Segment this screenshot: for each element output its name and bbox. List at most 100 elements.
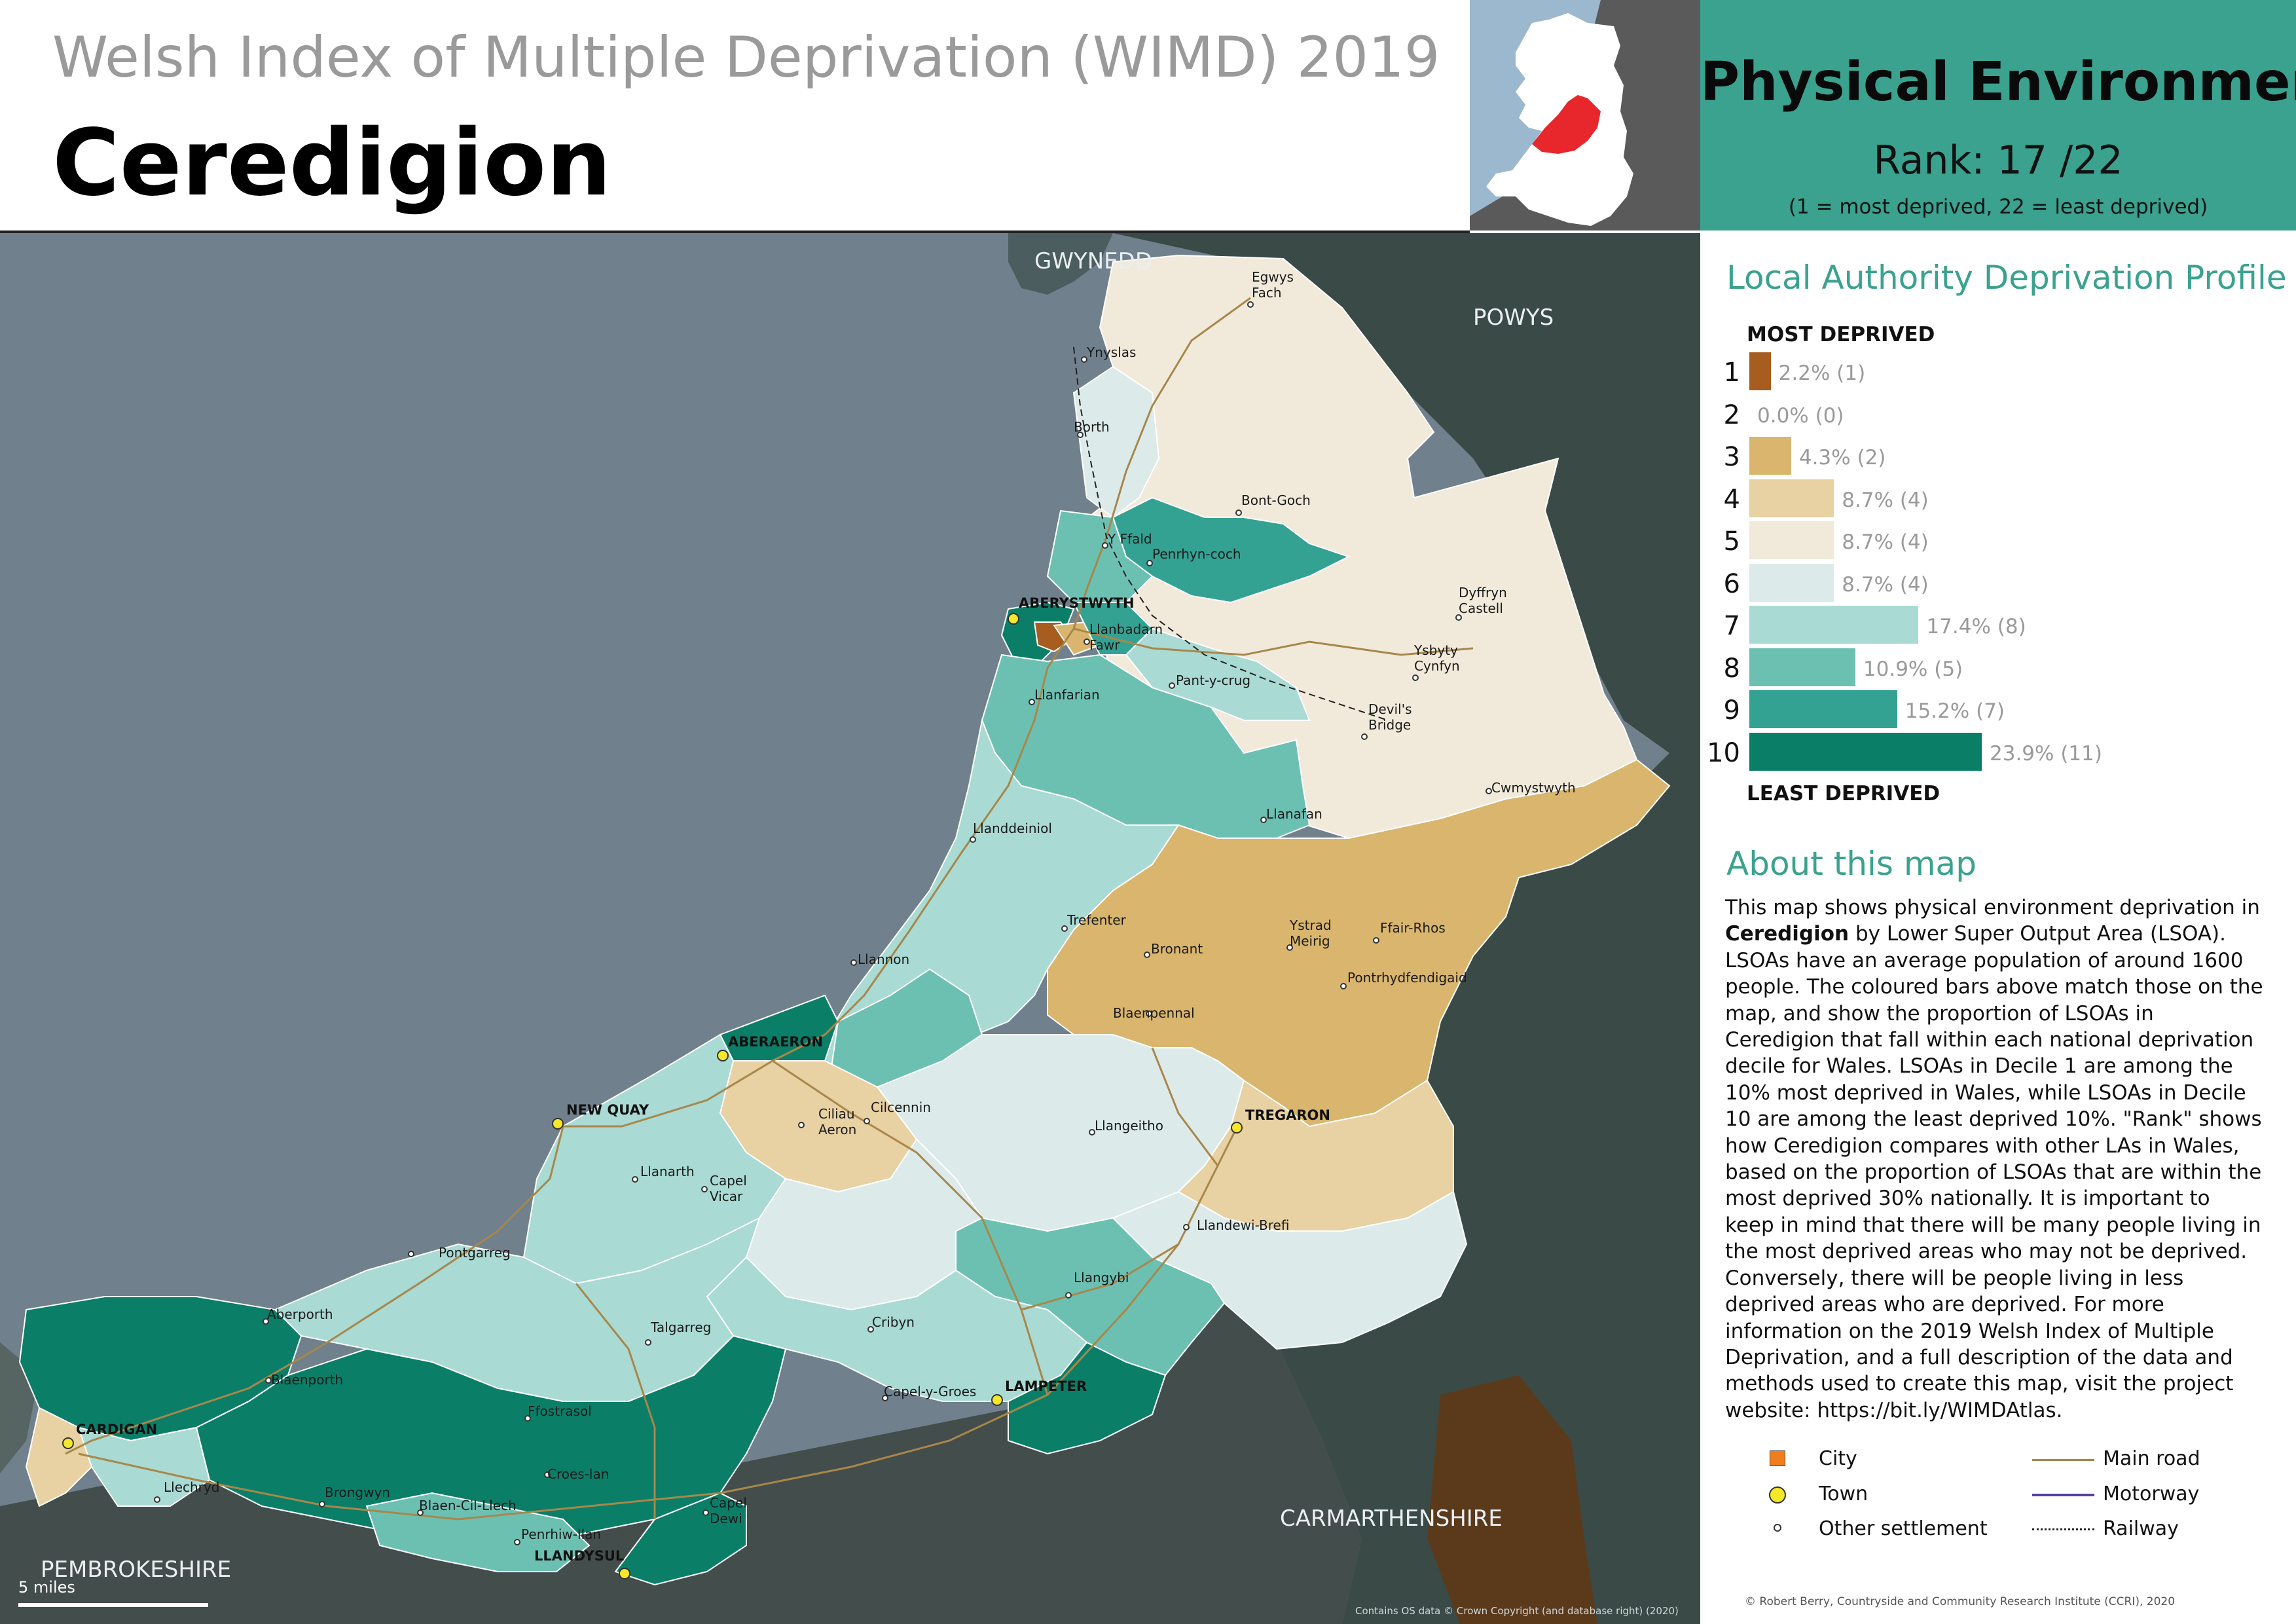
town-marker-aberaeron[interactable] [717, 1050, 729, 1061]
lsoa-penrhyn-coch[interactable] [1112, 496, 1351, 604]
svg-text:Egwys: Egwys [1252, 269, 1294, 285]
svg-text:Ysbyty: Ysbyty [1413, 642, 1458, 658]
town-marker-new-quay[interactable] [552, 1118, 564, 1130]
lsoa-ffostrasol[interactable] [195, 1335, 787, 1546]
lsoa-pant-y-crug[interactable] [1125, 627, 1311, 721]
ceredigion-highlight [1532, 95, 1601, 154]
map-supertitle: Welsh Index of Multiple Deprivation (WIM… [52, 25, 1440, 90]
settlement-markers [154, 301, 1492, 1545]
decile-value-5: 8.7% (4) [1842, 530, 1929, 554]
decile-number-5: 5 [1723, 526, 1740, 557]
svg-text:Cynfyn: Cynfyn [1414, 658, 1460, 674]
decile-number-9: 9 [1723, 695, 1740, 726]
svg-text:Dyffryn: Dyffryn [1459, 585, 1507, 600]
region-label-gwynedd: GWYNEDD [1034, 248, 1152, 274]
decile-value-9: 15.2% (7) [1904, 699, 2005, 723]
railway-line [1073, 346, 1389, 721]
settlement-labels: Egwys Fach Ynyslas Borth Bont-Goch Y Ffa… [164, 269, 1576, 1542]
town-marker-tregaron[interactable] [1231, 1122, 1243, 1134]
legend-city-label: City [1819, 1447, 1857, 1470]
town-label-new-quay: NEW QUAY [566, 1102, 649, 1118]
decile-number-7: 7 [1723, 611, 1740, 641]
svg-text:Ffostrasol: Ffostrasol [528, 1403, 592, 1419]
rank-note: (1 = most deprived, 22 = least deprived) [1788, 195, 2208, 219]
deprivation-map[interactable]: GWYNEDD POWYS CARMARTHENSHIRE PEMBROKESH… [0, 233, 1700, 1624]
side-panel [1700, 231, 2296, 1624]
town-label-aberystwyth: ABERYSTWYTH [1019, 595, 1135, 611]
land-brown-area [1427, 1375, 1597, 1624]
svg-text:Pant-y-crug: Pant-y-crug [1176, 673, 1250, 688]
land-gwynedd [1008, 233, 1113, 295]
town-marker-lampeter[interactable] [991, 1394, 1003, 1406]
svg-text:Vicar: Vicar [710, 1189, 743, 1204]
about-text: This map shows physical environment depr… [1725, 896, 2263, 1422]
svg-text:Trefenter: Trefenter [1066, 912, 1127, 928]
svg-text:Dewi: Dewi [710, 1511, 742, 1526]
lsoa-borth[interactable] [1072, 365, 1160, 519]
decile-bar-6 [1749, 563, 1834, 602]
decile-number-2: 2 [1723, 399, 1740, 430]
main-road-legend-icon [2032, 1459, 2094, 1461]
svg-text:Capel: Capel [710, 1173, 747, 1189]
svg-text:Devil's: Devil's [1368, 701, 1412, 717]
svg-text:Llechryd: Llechryd [164, 1479, 219, 1495]
svg-text:Brongwyn: Brongwyn [325, 1485, 390, 1500]
town-label-tregaron: TREGARON [1245, 1107, 1330, 1123]
svg-text:Ffair-Rhos: Ffair-Rhos [1380, 920, 1446, 936]
wales-locator-inset [1470, 0, 1700, 231]
header [0, 0, 1470, 233]
decile-number-3: 3 [1723, 442, 1740, 472]
town-marker-llandysul[interactable] [619, 1568, 630, 1579]
svg-text:Castell: Castell [1459, 600, 1503, 616]
theme-title: Physical Environment [1700, 51, 2296, 113]
theme-panel [1700, 0, 2296, 231]
decile-number-10: 10 [1707, 737, 1740, 768]
svg-text:Cilcennin: Cilcennin [871, 1099, 931, 1115]
most-deprived-label: MOST DEPRIVED [1747, 323, 1935, 346]
decile-bar-5 [1749, 521, 1834, 559]
town-label-aberaeron: ABERAERON [728, 1034, 823, 1050]
decile-bar-8 [1749, 648, 1855, 686]
svg-text:Croes-lan: Croes-lan [547, 1466, 609, 1482]
decile-value-1: 2.2% (1) [1778, 361, 1866, 385]
svg-text:Llangeitho: Llangeitho [1095, 1118, 1163, 1134]
region-label-pembrokeshire: PEMBROKESHIRE [41, 1557, 231, 1583]
region-label-powys: POWYS [1473, 304, 1554, 331]
lsoa-lampeter[interactable] [1008, 1341, 1167, 1455]
town-marker-aberystwyth[interactable] [1008, 613, 1019, 625]
legend-main-road-label: Main road [2103, 1447, 2200, 1470]
svg-text:Llanarth: Llanarth [640, 1164, 695, 1179]
svg-text:Fawr: Fawr [1089, 637, 1120, 653]
motorway-legend-icon [2032, 1494, 2094, 1496]
map-canvas[interactable]: GWYNEDD POWYS CARMARTHENSHIRE PEMBROKESH… [0, 233, 1700, 1624]
lsoa-llechryd[interactable] [77, 1426, 211, 1507]
svg-text:Llanddeiniol: Llanddeiniol [973, 821, 1052, 836]
decile-value-8: 10.9% (5) [1863, 657, 1963, 681]
railway-legend-icon [2032, 1528, 2094, 1530]
lsoa-aberaeron[interactable] [719, 994, 839, 1061]
svg-text:Llanafan: Llanafan [1266, 806, 1322, 822]
lsoa-polygons[interactable] [18, 254, 1671, 1586]
svg-text:Borth: Borth [1074, 419, 1110, 435]
svg-text:Pontrhydfendigaid: Pontrhydfendigaid [1347, 970, 1467, 986]
svg-text:Bont-Goch: Bont-Goch [1241, 492, 1311, 508]
decile-bar-4 [1749, 479, 1834, 517]
svg-text:Blaenpennal: Blaenpennal [1113, 1005, 1195, 1021]
decile-number-6: 6 [1723, 568, 1740, 599]
land-carmarthenshire [0, 1277, 1362, 1624]
svg-text:Llanbadarn: Llanbadarn [1089, 621, 1163, 637]
credit: © Robert Berry, Countryside and Communit… [1745, 1595, 2176, 1608]
profile-heading: Local Authority Deprivation Profile [1726, 259, 2287, 297]
town-marker-cardigan[interactable] [62, 1437, 74, 1449]
decile-number-8: 8 [1723, 653, 1740, 684]
legend-settlement-label: Other settlement [1819, 1517, 1988, 1540]
svg-text:Aberporth: Aberporth [267, 1306, 333, 1322]
svg-text:Blaen-Cil-Llech: Blaen-Cil-Llech [419, 1498, 517, 1513]
town-legend-icon [1769, 1486, 1786, 1504]
town-label-llandysul: LLANDYSUL [534, 1548, 624, 1564]
svg-text:Fach: Fach [1252, 285, 1282, 301]
decile-bar-3 [1749, 437, 1791, 475]
settlement-legend-icon [1774, 1524, 1781, 1532]
decile-profile-chart: 1 2.2% (1) 2 0.0% (0) 3 4.3% (2) 4 8.7% (4) 5 8.7… [1707, 352, 2285, 778]
region-label-carmarthenshire: CARMARTHENSHIRE [1280, 1505, 1503, 1532]
